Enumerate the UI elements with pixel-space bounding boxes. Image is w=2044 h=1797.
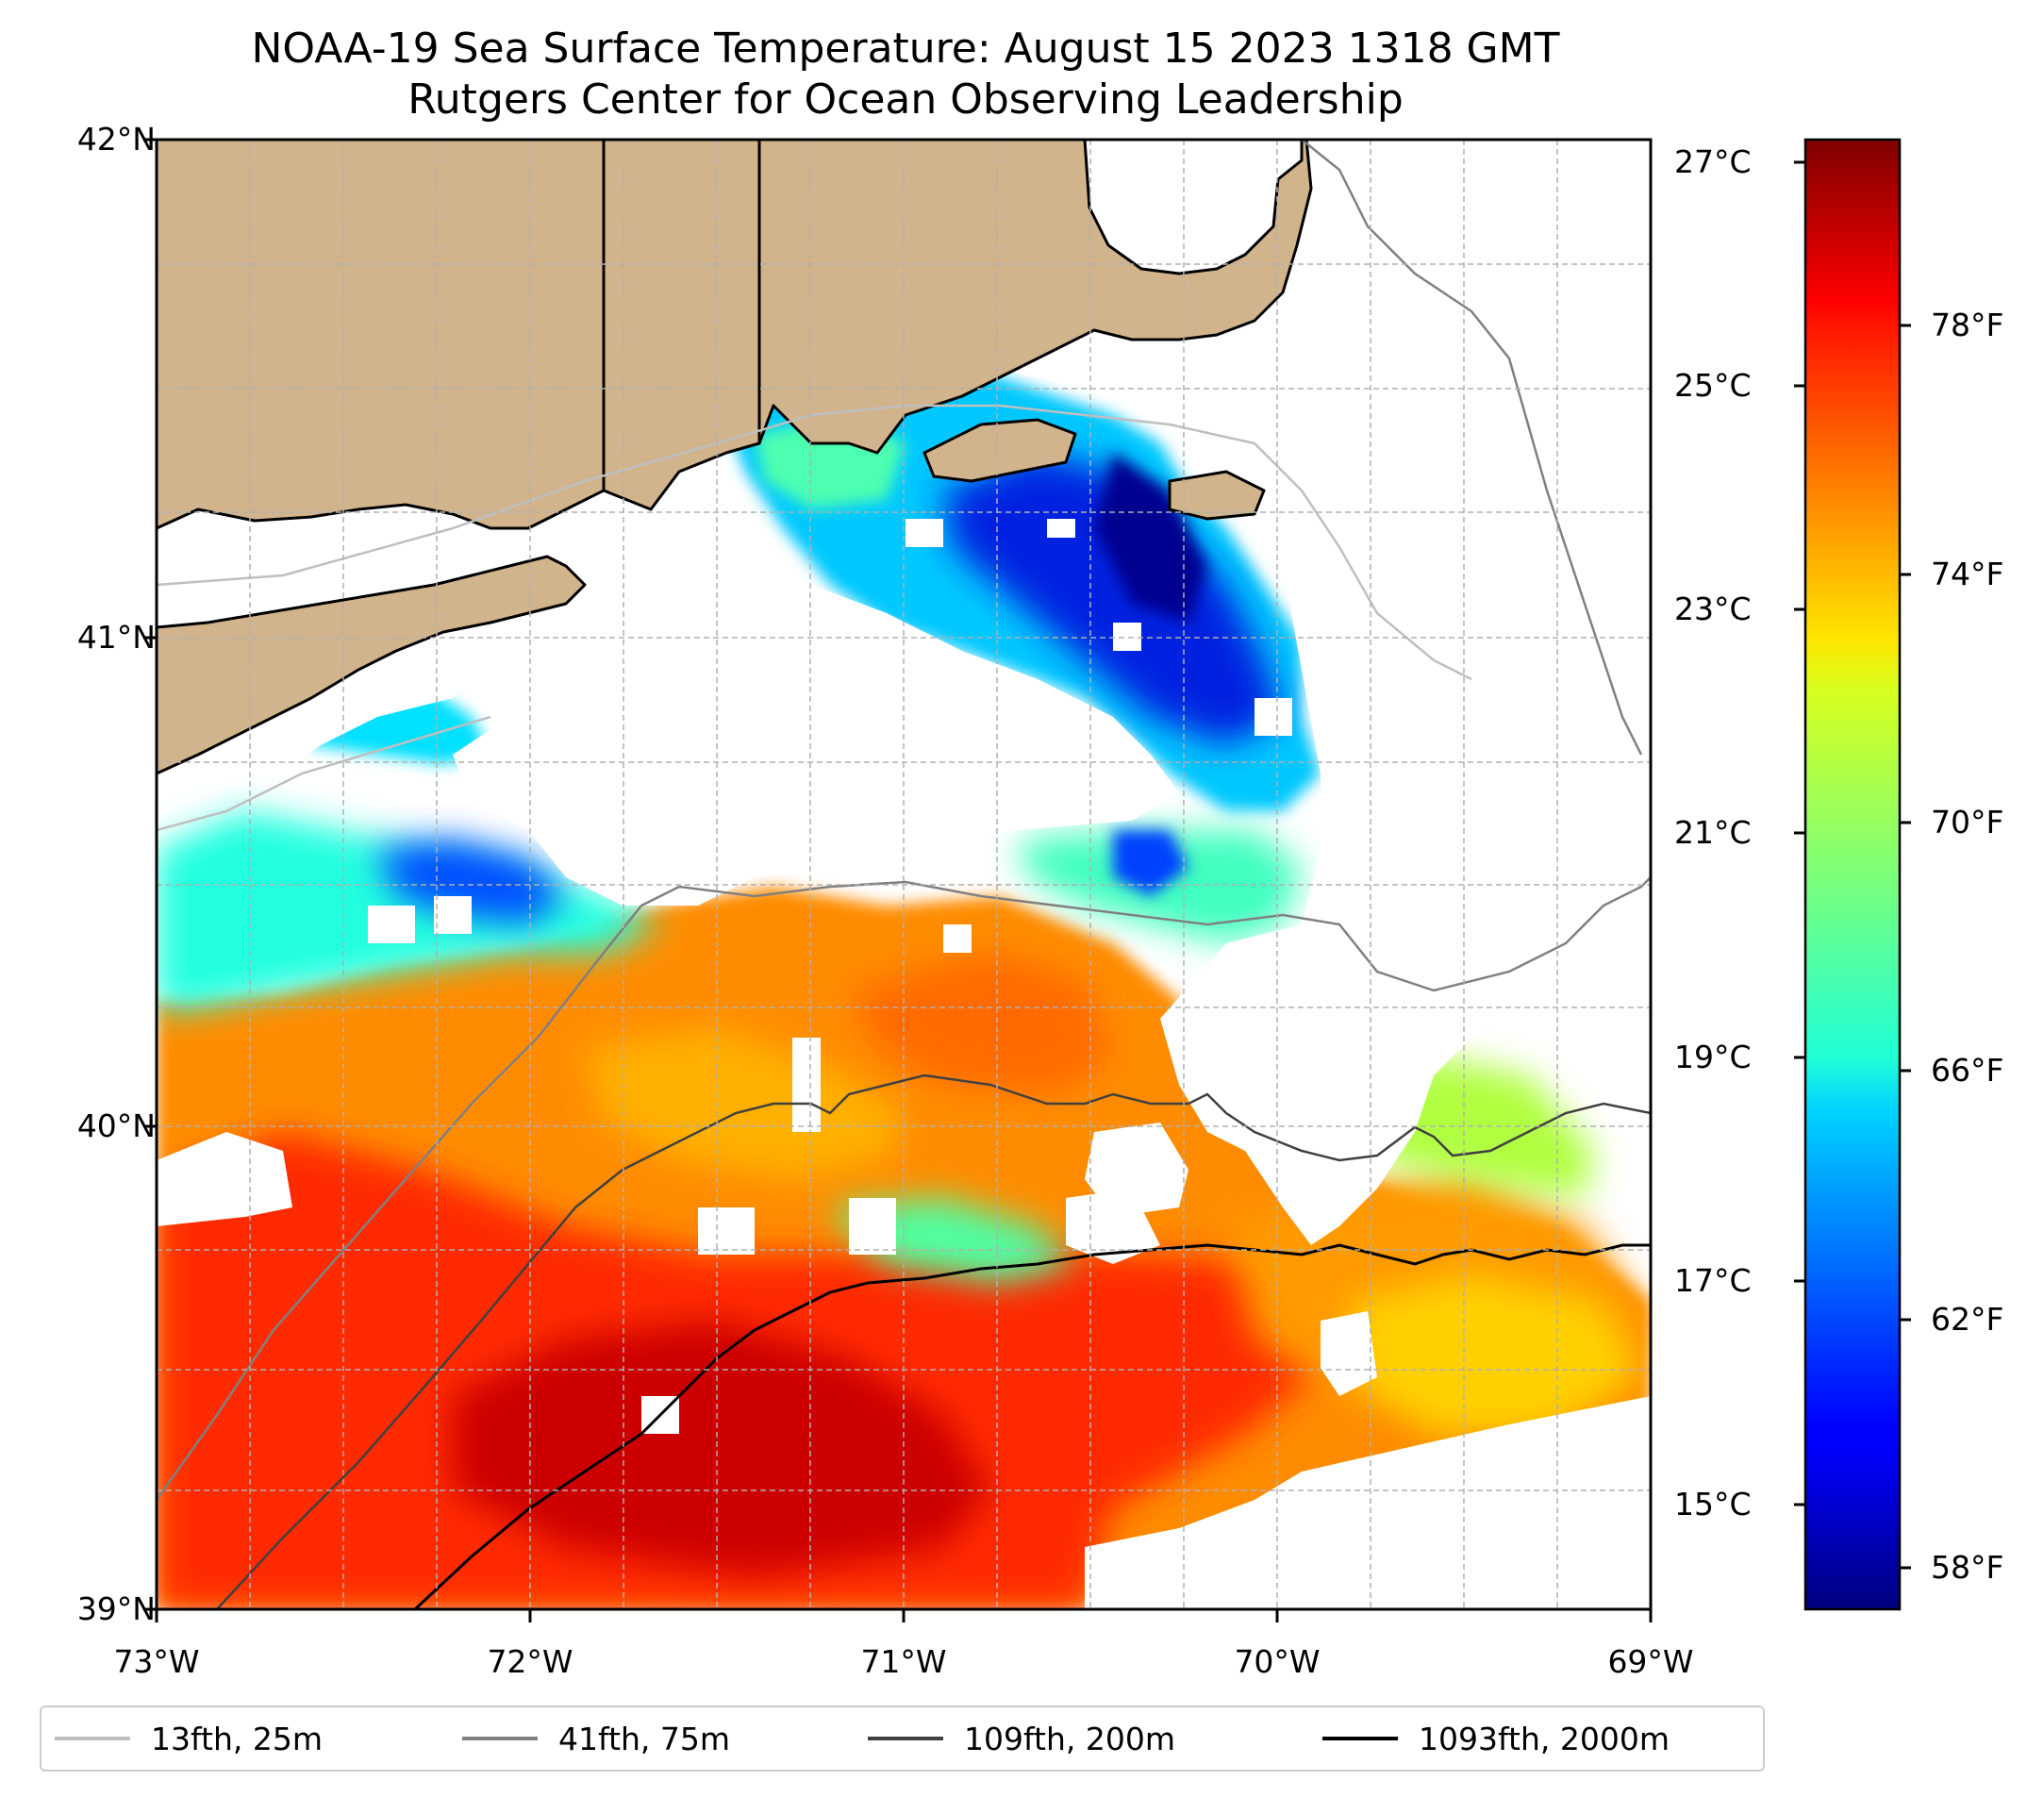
lon-label-71w: 71°W (860, 1643, 947, 1680)
legend-swatch-2000m (1322, 1737, 1398, 1740)
isobath-25m-2 (157, 715, 491, 832)
colorbar-label-23c: 23°C (1674, 591, 1752, 627)
legend-swatch-75m (462, 1737, 538, 1740)
colorbar-label-19c: 19°C (1674, 1039, 1752, 1075)
lon-label-69w: 69°W (1607, 1643, 1694, 1680)
colorbar-label-62f: 62°F (1931, 1301, 2004, 1338)
legend-item-75m: 41fth, 75m (462, 1707, 730, 1770)
land (157, 140, 1313, 775)
legend-swatch-200m (868, 1737, 943, 1740)
legend-swatch-25m (55, 1737, 130, 1740)
axis-ticks (143, 138, 1653, 1622)
map-subtitle: Rutgers Center for Ocean Observing Leade… (407, 75, 1404, 124)
isobath-25m (157, 404, 1472, 681)
isobath-2000m (413, 1243, 1651, 1609)
lat-label-39n: 39°N (76, 1590, 156, 1627)
colorbar-label-25c: 25°C (1674, 367, 1752, 404)
colorbar-ticks (1794, 160, 1911, 1570)
lat-label-41n: 41°N (76, 619, 156, 656)
colorbar-label-66f: 66°F (1931, 1052, 2004, 1089)
lon-label-72w: 72°W (487, 1643, 573, 1680)
lat-label-40n: 40°N (76, 1107, 156, 1144)
legend-label-25m: 13fth, 25m (151, 1720, 323, 1757)
lon-label-73w: 73°W (113, 1643, 200, 1680)
legend-label-75m: 41fth, 75m (558, 1720, 730, 1757)
gridlines (157, 140, 1651, 1609)
colorbar-label-78f: 78°F (1931, 307, 2004, 343)
legend-item-25m: 13fth, 25m (55, 1707, 323, 1770)
isobath-200m (216, 1073, 1651, 1609)
lon-label-70w: 70°W (1234, 1643, 1321, 1680)
colorbar (1803, 138, 1902, 1611)
colorbar-label-74f: 74°F (1931, 556, 2004, 592)
lat-label-42n: 42°N (76, 121, 156, 158)
colorbar-label-27c: 27°C (1674, 143, 1752, 180)
legend-label-2000m: 1093fth, 2000m (1419, 1720, 1670, 1757)
legend-item-2000m: 1093fth, 2000m (1322, 1707, 1670, 1770)
isobath-75m-north (1301, 140, 1643, 756)
colorbar-label-15c: 15°C (1674, 1486, 1752, 1522)
colorbar-label-21c: 21°C (1674, 814, 1752, 851)
isobath-75m (157, 876, 1651, 1501)
colorbar-label-70f: 70°F (1931, 804, 2004, 840)
map-title: NOAA-19 Sea Surface Temperature: August … (251, 25, 1560, 73)
colorbar-label-17c: 17°C (1674, 1262, 1752, 1299)
isobath-legend: 13fth, 25m 41fth, 75m 109fth, 200m 1093f… (40, 1705, 1765, 1772)
legend-label-200m: 109fth, 200m (964, 1720, 1175, 1757)
colorbar-label-58f: 58°F (1931, 1549, 2004, 1586)
isobaths (157, 140, 1651, 1609)
legend-item-200m: 109fth, 200m (868, 1707, 1175, 1770)
